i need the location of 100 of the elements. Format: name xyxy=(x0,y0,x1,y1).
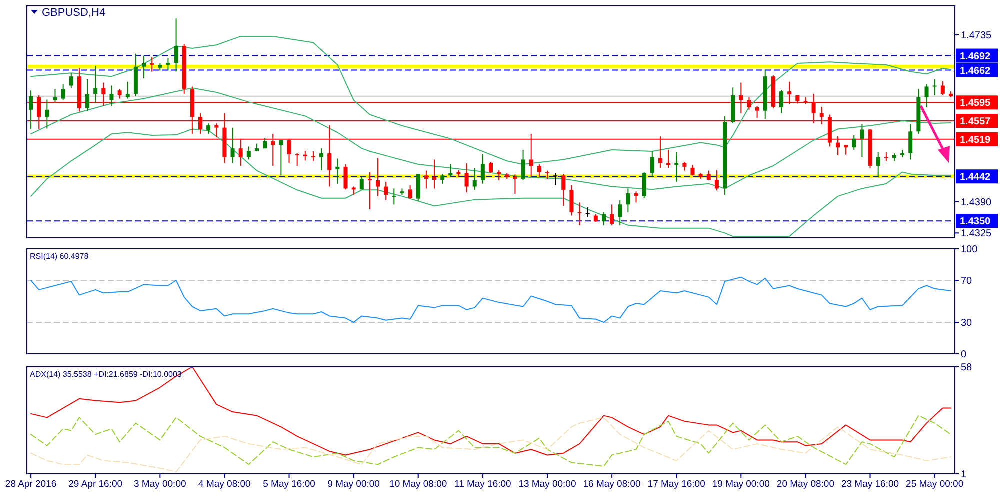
candlestick xyxy=(230,127,235,164)
x-tick-label: 25 May 00:00 xyxy=(906,479,964,490)
candlestick xyxy=(602,212,606,226)
candlestick xyxy=(755,106,760,119)
candlestick xyxy=(295,152,300,166)
candlestick xyxy=(690,164,695,176)
candlestick xyxy=(940,80,945,96)
ref-line-label: 1.4662 xyxy=(960,66,992,77)
candlestick xyxy=(440,174,445,184)
candlestick xyxy=(311,150,316,162)
candlestick xyxy=(586,207,590,218)
chart-title: RSI(14) 60.4978 xyxy=(30,252,90,261)
x-tick-label: 13 May 00:00 xyxy=(518,479,576,490)
candlestick xyxy=(674,152,679,182)
candlestick xyxy=(924,84,929,108)
candlestick xyxy=(852,135,856,151)
candlestick xyxy=(206,122,211,135)
y-tick-label: 100 xyxy=(961,244,978,256)
x-tick-label: 9 May 00:00 xyxy=(328,479,380,490)
line-series xyxy=(30,366,952,456)
candlestick xyxy=(666,150,671,168)
candlestick xyxy=(618,200,622,226)
candlestick xyxy=(376,158,380,197)
chart-title: GBPUSD,H4 xyxy=(42,7,106,19)
candlestick xyxy=(86,78,90,112)
chart-title: ADX(14) 35.5538 +DI:21.6859 -DI:10.0003 xyxy=(30,370,182,379)
candlestick xyxy=(570,184,574,216)
ref-line-label: 1.4595 xyxy=(960,98,992,110)
candlestick xyxy=(336,158,340,184)
candlestick xyxy=(29,90,34,130)
candlestick xyxy=(303,150,308,162)
y-tick-label: 1 xyxy=(961,470,967,480)
y-tick-label: 70 xyxy=(961,276,973,287)
candlestick xyxy=(408,184,412,200)
candlestick xyxy=(94,65,98,104)
candlestick xyxy=(513,174,518,195)
candlestick xyxy=(448,164,453,178)
candlestick xyxy=(142,55,146,79)
candlestick xyxy=(489,162,493,174)
line-series xyxy=(30,88,952,190)
x-tick-label: 29 Apr 16:00 xyxy=(68,479,123,490)
candlestick xyxy=(562,174,566,207)
candlestick xyxy=(706,170,711,181)
candlestick xyxy=(384,181,388,201)
candlestick xyxy=(174,18,178,72)
candlestick xyxy=(320,148,324,171)
candlestick xyxy=(844,144,848,156)
x-tick-label: 4 May 08:00 xyxy=(198,479,251,490)
candlestick xyxy=(537,164,542,178)
candlestick xyxy=(650,150,654,178)
y-tick-label: 30 xyxy=(961,318,973,329)
candlestick xyxy=(780,90,784,114)
x-tick-label: 17 May 16:00 xyxy=(648,479,706,490)
candlestick xyxy=(634,191,638,204)
x-tick-label: 11 May 16:00 xyxy=(454,479,512,490)
candlestick xyxy=(69,72,74,89)
x-tick-label: 5 May 16:00 xyxy=(263,479,316,490)
candlestick xyxy=(464,163,469,194)
x-tick-label: 3 May 00:00 xyxy=(134,479,186,490)
candlestick xyxy=(368,172,372,210)
x-tick-label: 19 May 00:00 xyxy=(712,479,770,490)
candlestick xyxy=(521,150,526,181)
candlestick xyxy=(246,146,251,160)
x-tick-label: 23 May 16:00 xyxy=(841,479,900,490)
candlestick xyxy=(642,172,646,199)
candlestick xyxy=(876,152,880,178)
candlestick xyxy=(860,124,864,158)
candlestick xyxy=(472,168,477,191)
y-tick-label: 1.4325 xyxy=(961,228,992,240)
y-tick-label: 1.4390 xyxy=(961,197,992,208)
x-tick-label: 20 May 08:00 xyxy=(776,479,834,490)
ref-line-label: 1.4692 xyxy=(960,51,992,62)
candlestick xyxy=(626,188,630,213)
candlestick xyxy=(126,81,130,100)
candlestick xyxy=(110,85,114,107)
candlestick xyxy=(279,140,284,176)
candlestick xyxy=(554,172,558,186)
line-series xyxy=(30,276,952,323)
candlestick xyxy=(908,124,913,160)
y-tick-label: 1.4735 xyxy=(961,30,992,42)
candlestick xyxy=(166,58,170,72)
ref-line-label: 1.4442 xyxy=(960,172,992,184)
candlestick xyxy=(118,88,122,100)
candlestick xyxy=(424,170,428,190)
candlestick xyxy=(344,164,348,190)
candlestick xyxy=(432,159,437,190)
ref-line-label: 1.4519 xyxy=(960,134,992,146)
x-tick-label: 16 May 08:00 xyxy=(583,479,641,490)
candlestick xyxy=(392,188,396,206)
x-tick-label: 10 May 08:00 xyxy=(390,479,448,490)
candlestick xyxy=(360,176,364,190)
candlestick xyxy=(45,99,50,130)
candlestick xyxy=(578,202,582,226)
candlestick xyxy=(150,56,154,72)
x-tick-label: 28 Apr 2016 xyxy=(5,479,57,490)
candlestick xyxy=(61,84,66,101)
candlestick xyxy=(53,88,58,103)
candlestick xyxy=(480,154,485,184)
candlestick xyxy=(610,204,614,226)
ref-line-label: 1.4557 xyxy=(960,116,992,128)
